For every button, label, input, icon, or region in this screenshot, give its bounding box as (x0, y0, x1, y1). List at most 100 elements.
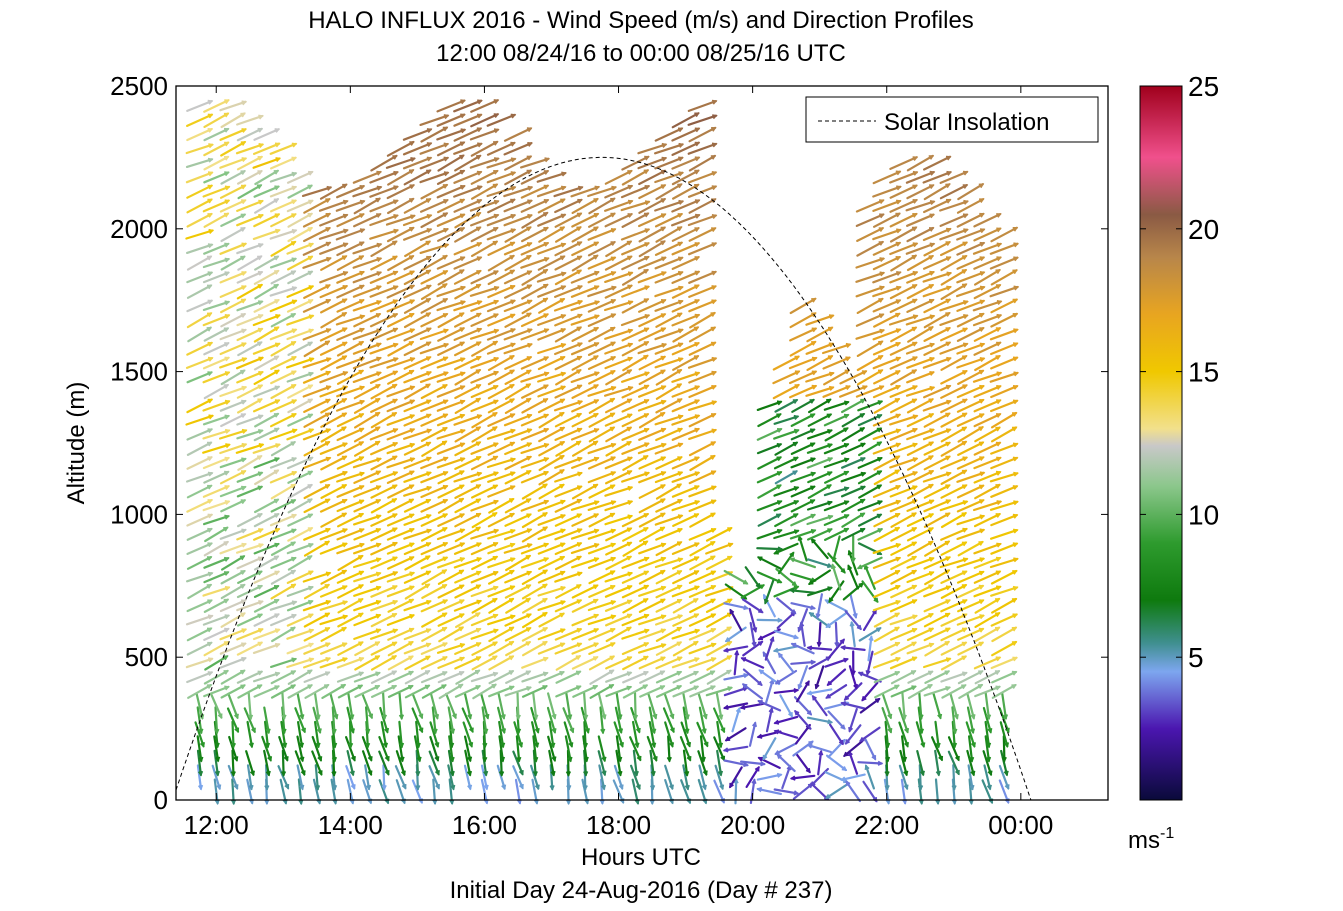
wind-arrow-head (476, 199, 483, 204)
wind-arrow (403, 371, 432, 384)
wind-arrow-head (342, 542, 348, 548)
wind-arrow-head (617, 756, 623, 763)
wind-arrow (253, 542, 280, 555)
wind-arrow (353, 470, 381, 484)
wind-arrow (336, 340, 364, 357)
wind-arrow-head (810, 485, 816, 491)
wind-arrow-head (240, 612, 246, 618)
wind-arrow-head (475, 526, 482, 532)
wind-arrow-head (543, 283, 549, 289)
wind-arrow (270, 441, 296, 457)
wind-arrow-head (643, 655, 649, 661)
wind-arrow (890, 254, 917, 272)
wind-arrow (790, 499, 816, 513)
wind-arrow (436, 256, 466, 270)
wind-arrow-head (633, 770, 639, 777)
wind-arrow (336, 185, 365, 199)
wind-arrow-head (853, 684, 859, 690)
wind-arrow (857, 441, 882, 457)
wind-arrow-head (409, 328, 416, 334)
wind-arrow-head (241, 199, 247, 205)
wind-arrow (756, 443, 782, 455)
wind-arrow-head (1011, 641, 1018, 646)
wind-arrow (872, 271, 902, 284)
wind-arrow (638, 427, 667, 441)
wind-arrow (486, 171, 516, 184)
wind-arrow-head (894, 612, 901, 618)
wind-arrow (940, 613, 968, 627)
wind-arrow (464, 735, 472, 762)
wind-arrow (728, 766, 743, 789)
wind-arrow (319, 442, 348, 455)
wind-arrow (906, 398, 934, 414)
wind-arrow-head (811, 384, 818, 390)
wind-arrow-head (559, 441, 566, 446)
wind-arrow-head (660, 213, 667, 219)
wind-arrow-head (946, 227, 952, 233)
wind-arrow-head (409, 399, 416, 405)
wind-arrow-head (560, 600, 566, 606)
wind-arrow-head (945, 241, 951, 246)
wind-arrow-head (325, 441, 331, 446)
wind-arrow (354, 411, 381, 429)
wind-arrow-head (978, 369, 985, 375)
wind-arrow-head (409, 442, 416, 448)
wind-arrow-head (710, 341, 717, 347)
wind-arrow-head (827, 500, 833, 506)
wind-arrow (654, 127, 684, 142)
wind-arrow-head (359, 270, 365, 276)
wind-arrow (621, 341, 649, 357)
wind-arrow (940, 426, 967, 443)
wind-arrow-head (811, 370, 818, 376)
wind-arrow-head (409, 141, 415, 146)
wind-arrow-head (610, 370, 616, 375)
wind-arrow-head (215, 756, 221, 763)
wind-arrow (671, 471, 700, 483)
wind-arrow-head (257, 570, 263, 576)
wind-arrow (857, 500, 883, 512)
wind-arrow (453, 557, 482, 569)
wind-arrow-head (752, 627, 758, 633)
wind-arrow-head (560, 628, 566, 634)
wind-arrow (220, 413, 246, 428)
wind-arrow (621, 642, 649, 656)
wind-arrow (672, 570, 700, 585)
wind-arrow (471, 340, 498, 357)
wind-arrow-head (627, 599, 633, 605)
wind-arrow-head (492, 556, 499, 561)
wind-arrow-head (476, 170, 483, 176)
wind-arrow (352, 257, 382, 269)
wind-arrow-head (475, 685, 482, 690)
wind-arrow (269, 299, 297, 313)
wind-arrow-head (912, 184, 918, 190)
wind-arrow-head (594, 371, 600, 377)
wind-arrow-head (331, 771, 337, 777)
wind-arrow-head (358, 641, 364, 647)
wind-arrow (790, 513, 816, 527)
wind-arrow (487, 441, 515, 456)
wind-arrow-head (610, 614, 617, 620)
wind-arrow (990, 485, 1018, 498)
wind-arrow-head (961, 584, 968, 589)
wind-arrow (319, 183, 348, 200)
wind-arrow-head (593, 598, 599, 604)
wind-arrow-head (677, 312, 683, 318)
wind-arrow (742, 668, 763, 686)
wind-arrow (487, 398, 515, 414)
wind-arrow (795, 680, 810, 703)
wind-arrow (370, 383, 398, 400)
wind-arrow (649, 749, 655, 777)
wind-arrow (857, 414, 883, 427)
wind-arrow (346, 778, 354, 805)
wind-arrow (503, 186, 533, 198)
wind-arrow (604, 213, 633, 228)
wind-arrow-head (408, 370, 415, 375)
wind-arrow-head (340, 684, 347, 689)
wind-arrow-head (342, 242, 349, 248)
wind-arrow (369, 171, 399, 184)
wind-arrow (537, 642, 566, 655)
wind-arrow-head (240, 584, 246, 589)
wind-arrow (486, 141, 516, 156)
wind-arrow-head (223, 112, 230, 118)
wind-arrow (605, 240, 632, 258)
